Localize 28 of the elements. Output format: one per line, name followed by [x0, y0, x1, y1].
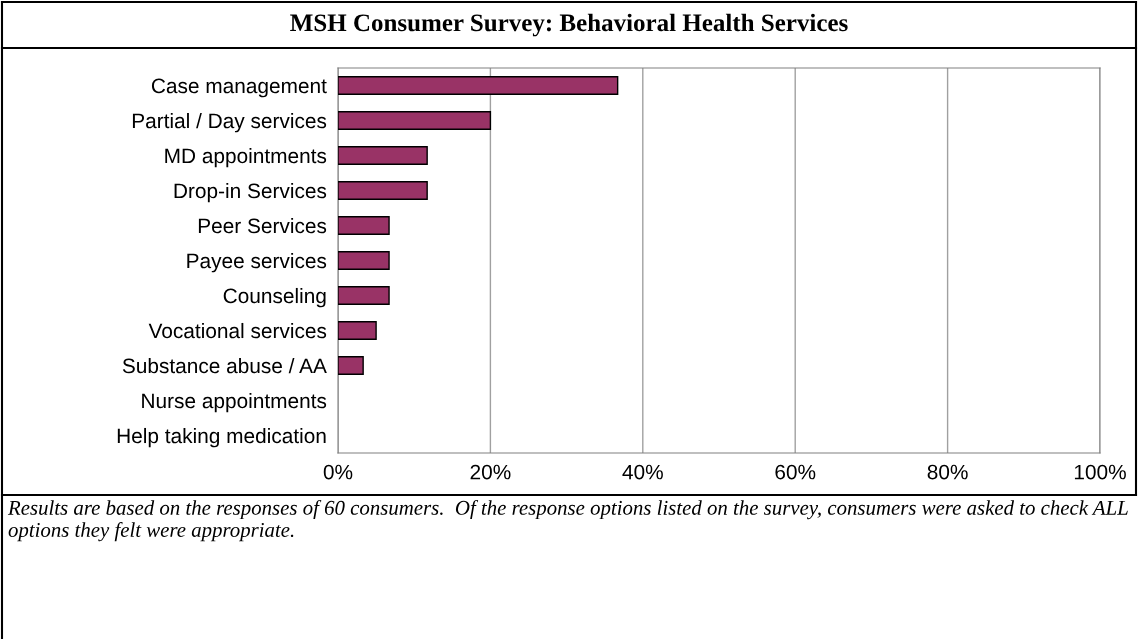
x-tick-label: 100% [1074, 464, 1126, 480]
x-tick-label: 60% [775, 464, 816, 480]
y-tick-label: Case management [151, 78, 327, 98]
y-tick-label: Counseling [223, 287, 326, 308]
x-tick-label: 20% [470, 464, 511, 480]
x-tick-label: 80% [927, 464, 968, 480]
y-tick-label: Help taking medication [117, 427, 326, 448]
bar [338, 216, 390, 235]
y-tick-label: Drop-in Services [174, 182, 327, 203]
bar [338, 111, 492, 130]
x-tick-label: 40% [622, 464, 663, 480]
chart-title: MSH Consumer Survey: Behavioral Health Services [290, 13, 848, 37]
text: Results are based on the responses of 60 consumers. Of the response options listed on the survey, consumers were asked to check ALL options they felt were appropriate. [7, 500, 1128, 542]
y-tick-label: Payee services [187, 252, 327, 273]
y-tick-label: MD appointments [165, 147, 327, 168]
y-tick-label: Vocational services [148, 322, 327, 339]
bar [338, 146, 428, 165]
bar [338, 321, 377, 340]
bar [338, 356, 364, 375]
y-tick-label: Peer Services [198, 217, 327, 234]
y-tick-label: Substance abuse / AA [122, 357, 327, 374]
x-tick-label: 0% [323, 464, 353, 480]
bar [338, 286, 390, 305]
y-tick-label: Partial / Day services [132, 112, 327, 133]
y-tick-label: Nurse appointments [142, 392, 327, 413]
bar [338, 76, 619, 95]
bar [338, 251, 390, 270]
bar [338, 181, 428, 200]
